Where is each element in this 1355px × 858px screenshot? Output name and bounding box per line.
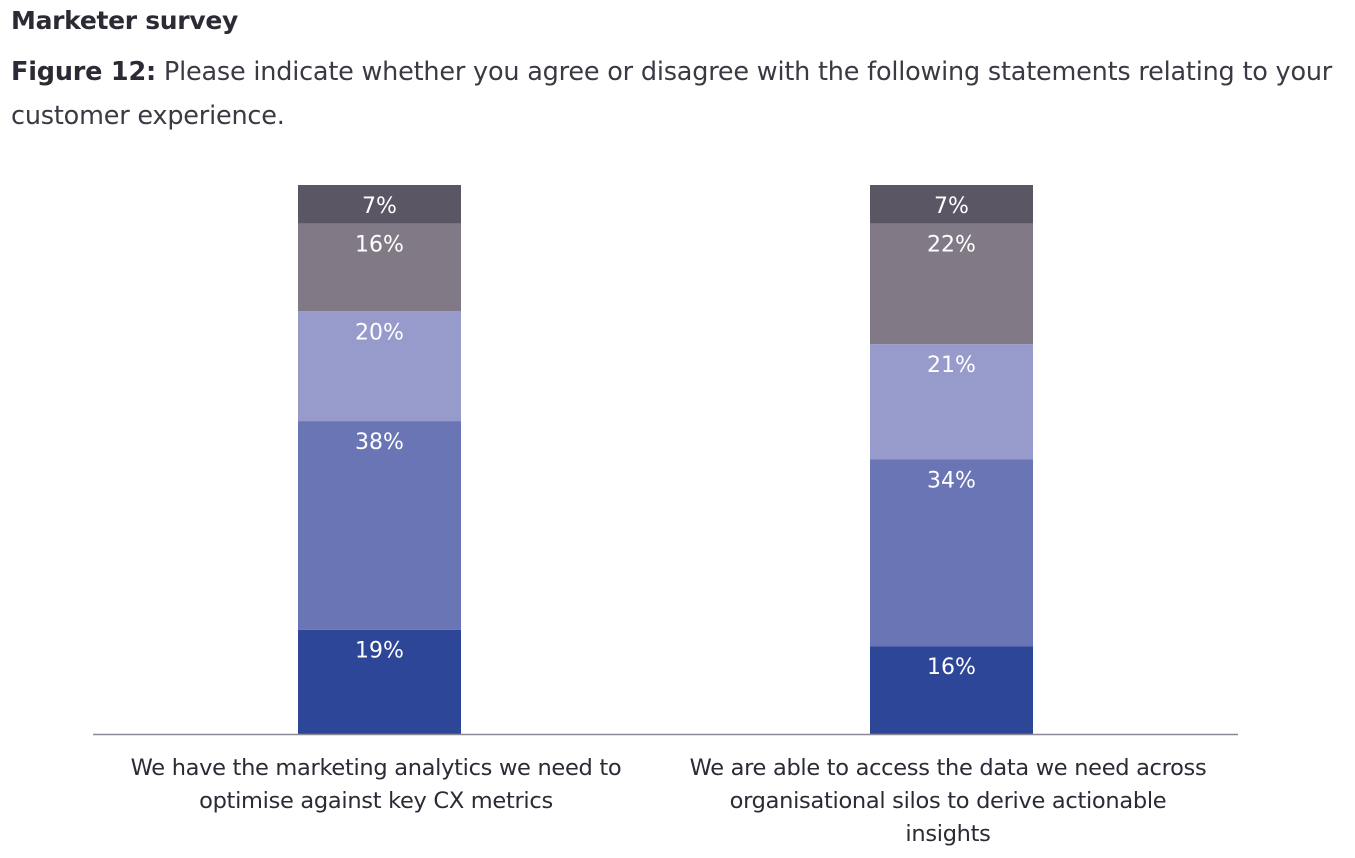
bar-segment (870, 223, 1033, 345)
category-label-line: optimise against key CX metrics (199, 788, 553, 814)
category-label-line: We have the marketing analytics we need … (130, 755, 622, 781)
bar-segment (298, 421, 461, 630)
bar-segment (298, 311, 461, 422)
bar-segment (870, 344, 1033, 460)
survey-label: Marketer survey (11, 6, 238, 35)
bars-group (298, 185, 1033, 734)
bar-segment (298, 629, 461, 734)
data-label: 38% (355, 430, 404, 455)
bar-segment (870, 185, 1033, 224)
bar-segment (298, 223, 461, 312)
bar-segment (870, 646, 1033, 734)
category-label: We have the marketing analytics we need … (96, 752, 656, 818)
data-label: 7% (362, 194, 397, 219)
data-label: 22% (927, 232, 976, 257)
data-label: 7% (934, 194, 969, 219)
bar-segment (870, 459, 1033, 647)
figure-number: Figure 12: (11, 57, 156, 87)
data-label: 21% (927, 353, 976, 378)
data-label: 16% (927, 655, 976, 680)
figure-title: Figure 12: Please indicate whether you a… (11, 50, 1351, 138)
data-label: 20% (355, 320, 404, 345)
data-label: 34% (927, 469, 976, 494)
figure-text: Please indicate whether you agree or dis… (11, 57, 1333, 131)
bar-segment (298, 185, 461, 224)
category-label-line: insights (905, 821, 991, 847)
category-label: We are able to access the data we need a… (658, 752, 1238, 851)
category-label-line: organisational silos to derive actionabl… (729, 788, 1167, 814)
data-label: 16% (355, 232, 404, 257)
category-label-line: We are able to access the data we need a… (689, 755, 1207, 781)
data-label: 19% (355, 639, 404, 664)
segment-labels-group: 19% 38% 20% 16% 7% 16% 34% 21% 22% 7% (355, 194, 976, 680)
